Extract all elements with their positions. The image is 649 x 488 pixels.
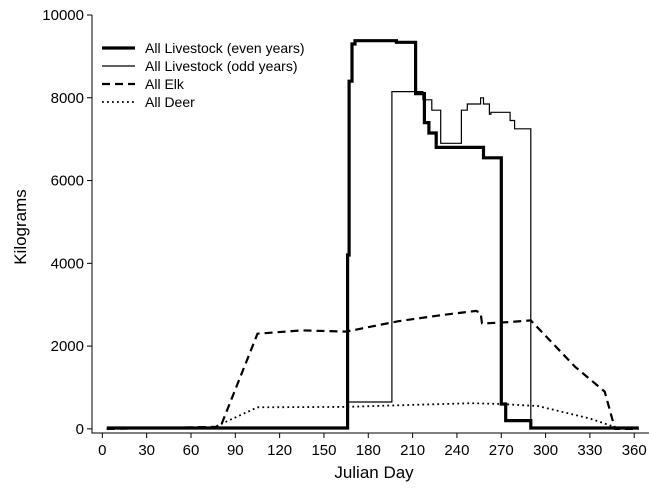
plot-frame <box>91 15 649 434</box>
series-line-0 <box>106 39 639 430</box>
y-tick-label: 2000 <box>51 338 84 355</box>
legend-label-0: All Livestock (even years) <box>145 40 305 56</box>
series-line-1 <box>106 91 639 430</box>
x-tick-label: 240 <box>444 442 469 459</box>
legend-label-1: All Livestock (odd years) <box>145 58 298 74</box>
x-tick-label: 330 <box>577 442 602 459</box>
y-axis: 0 2000 4000 6000 8000 10000 <box>42 7 92 438</box>
series-layer <box>106 39 639 430</box>
x-tick-label: 90 <box>227 442 244 459</box>
legend: All Livestock (even years) All Livestock … <box>102 40 305 110</box>
series-line-2 <box>106 309 639 430</box>
legend-label-2: All Elk <box>145 76 185 92</box>
y-axis-title: Kilograms <box>11 189 30 265</box>
x-tick-label: 30 <box>138 442 155 459</box>
x-tick-label: 270 <box>489 442 514 459</box>
x-tick-label: 60 <box>183 442 200 459</box>
y-tick-label: 4000 <box>51 255 84 272</box>
x-tick-label: 0 <box>98 442 106 459</box>
y-tick-label: 6000 <box>51 173 84 190</box>
axis-frame <box>91 15 649 434</box>
x-tick-label: 300 <box>533 442 558 459</box>
x-tick-label: 360 <box>622 442 647 459</box>
x-tick-label: 150 <box>311 442 336 459</box>
legend-label-3: All Deer <box>145 94 195 110</box>
x-axis-title: Julian Day <box>334 463 414 482</box>
series-line-3 <box>106 402 639 430</box>
x-tick-label: 210 <box>400 442 425 459</box>
y-tick-label: 10000 <box>42 7 84 24</box>
x-tick-label: 180 <box>356 442 381 459</box>
x-axis: 0 30 60 90 120 150 180 210 240 270 300 330 360 <box>98 433 647 459</box>
x-tick-label: 120 <box>267 442 292 459</box>
y-tick-label: 8000 <box>51 90 84 107</box>
y-tick-label: 0 <box>76 421 84 438</box>
